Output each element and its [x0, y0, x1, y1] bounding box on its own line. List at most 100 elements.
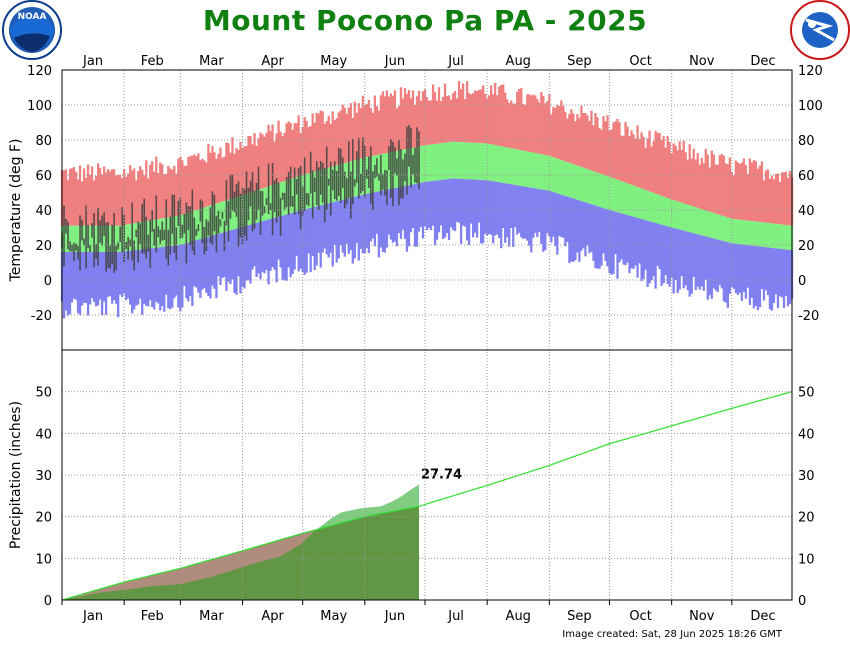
- record-high-bar: [161, 164, 164, 219]
- record-low-bar: [528, 187, 531, 246]
- record-low-bar: [175, 245, 178, 296]
- record-low-bar: [135, 250, 138, 306]
- observed-temp-bar: [289, 166, 292, 207]
- observed-temp-bar: [77, 245, 79, 260]
- record-low-bar: [94, 252, 98, 307]
- normal-precip-line: [61, 391, 793, 601]
- normal-range-bar: [786, 225, 790, 250]
- record-low-bar: [112, 252, 116, 301]
- precip-tick-right: 20: [798, 511, 815, 526]
- normal-range-bar: [766, 222, 770, 248]
- record-high-bar: [758, 165, 762, 223]
- record-high-bar: [155, 156, 158, 220]
- record-low-bar: [119, 252, 122, 295]
- record-low-bar: [137, 249, 140, 305]
- record-high-bar: [393, 90, 397, 152]
- normal-range-bar: [768, 223, 772, 248]
- record-low-bar: [221, 232, 224, 278]
- record-high-bar: [512, 103, 515, 149]
- observed-temp-bar: [303, 157, 306, 211]
- temp-tick-left: 80: [35, 134, 52, 149]
- observed-temp-bar: [378, 173, 380, 181]
- record-low-bar: [351, 197, 354, 264]
- record-low-bar: [193, 240, 196, 287]
- observed-temp-bar: [69, 241, 71, 252]
- observed-temp-bar: [372, 171, 374, 210]
- observed-temp-bar: [305, 193, 308, 205]
- observed-temp-bar: [151, 210, 154, 232]
- record-low-bar: [760, 246, 764, 290]
- record-low-bar: [179, 245, 182, 312]
- record-high-bar: [193, 154, 196, 211]
- observed-temp-bar: [354, 179, 356, 187]
- record-low-bar: [90, 252, 94, 299]
- record-low-bar: [770, 247, 774, 311]
- record-low-bar: [70, 252, 74, 303]
- normal-range-bar: [421, 145, 425, 183]
- record-high-bar: [255, 145, 258, 191]
- record-high-bar: [728, 157, 731, 219]
- record-high-bar: [96, 163, 100, 226]
- observed-temp-bar: [299, 165, 302, 230]
- observed-temp-bar: [181, 224, 184, 238]
- record-high-bar: [277, 120, 280, 184]
- observed-temp-bar: [309, 151, 312, 194]
- record-high-bar: [391, 95, 395, 152]
- record-high-bar: [64, 169, 68, 226]
- normal-range-bar: [782, 224, 786, 250]
- observed-temp-bar: [307, 193, 310, 207]
- record-low-bar: [658, 224, 661, 270]
- record-low-bar: [666, 226, 669, 284]
- observed-temp-bar: [213, 194, 216, 232]
- normal-range-bar: [620, 181, 623, 214]
- normal-range-bar: [538, 153, 541, 190]
- record-high-bar: [764, 170, 768, 223]
- record-low-bar: [492, 181, 495, 244]
- record-low-bar: [313, 206, 316, 270]
- observed-temp-bar: [347, 141, 350, 198]
- record-high-bar: [576, 114, 579, 166]
- record-low-bar: [425, 181, 429, 231]
- record-high-bar: [359, 108, 362, 159]
- normal-range-bar: [249, 192, 252, 225]
- record-high-bar: [546, 101, 549, 156]
- observed-temp-bar: [197, 224, 200, 232]
- record-high-bar: [520, 88, 523, 151]
- record-low-bar: [650, 221, 653, 281]
- record-high-bar: [592, 125, 595, 172]
- record-low-bar: [552, 192, 555, 237]
- record-low-bar: [80, 252, 84, 306]
- record-low-bar: [139, 249, 142, 299]
- normal-range-bar: [108, 225, 112, 252]
- observed-temp-bar: [219, 219, 222, 227]
- record-high-bar: [273, 141, 276, 185]
- observed-temp-bar: [159, 229, 162, 244]
- record-low-bar: [598, 206, 601, 269]
- record-high-bar: [223, 156, 226, 202]
- record-low-bar: [391, 188, 395, 243]
- record-high-bar: [267, 124, 270, 187]
- record-low-bar: [169, 246, 172, 310]
- record-low-bar: [177, 245, 180, 308]
- record-high-bar: [558, 106, 561, 160]
- record-high-bar: [177, 158, 180, 216]
- record-high-bar: [169, 168, 172, 217]
- normal-range-bar: [502, 146, 505, 183]
- record-low-bar: [459, 178, 463, 244]
- observed-temp-bar: [281, 192, 284, 200]
- observed-temp-bar: [85, 205, 87, 269]
- record-high-bar: [740, 162, 744, 220]
- record-high-bar: [670, 153, 673, 200]
- normal-range-bar: [195, 210, 198, 241]
- record-low-bar: [108, 252, 112, 297]
- month-label-top: Nov: [689, 54, 715, 69]
- observed-temp-bar: [209, 207, 212, 243]
- normal-range-bar: [616, 179, 619, 213]
- noaa-logo-icon: NOAA: [2, 0, 62, 60]
- svg-text:NOAA: NOAA: [18, 12, 47, 22]
- record-high-bar: [291, 129, 294, 179]
- normal-range-bar: [710, 212, 713, 238]
- record-low-bar: [558, 193, 561, 237]
- observed-temp-bar: [137, 221, 140, 263]
- record-low-bar: [333, 201, 336, 245]
